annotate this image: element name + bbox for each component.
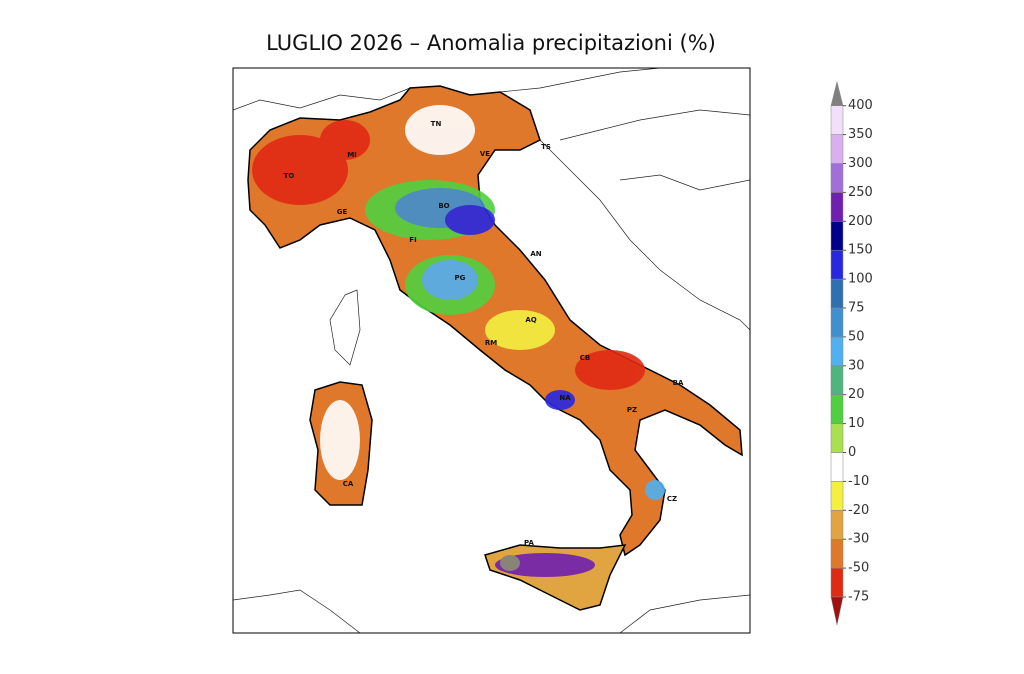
colorbar-box xyxy=(830,538,844,569)
city-label: AQ xyxy=(525,316,536,324)
colorbar-label: 50 xyxy=(848,329,865,344)
colorbar-label: -30 xyxy=(848,532,869,547)
city-label: BO xyxy=(438,202,449,210)
colorbar-label: 30 xyxy=(848,358,865,373)
colorbar-box xyxy=(830,510,844,540)
colorbar-box xyxy=(830,336,844,367)
colorbar-label: 20 xyxy=(848,387,865,402)
colorbar-label: -50 xyxy=(848,561,869,576)
city-label: RM xyxy=(485,339,497,347)
city-label: NA xyxy=(559,394,571,402)
title: LUGLIO 2026 – Anomalia precipitazioni (%… xyxy=(266,31,716,55)
colorbar-box xyxy=(830,192,844,222)
colorbar-label: 0 xyxy=(848,445,856,460)
city-label: AN xyxy=(530,250,541,258)
colorbar-over xyxy=(830,81,844,106)
colorbar-box xyxy=(830,278,844,309)
colorbar-label: 75 xyxy=(848,301,865,316)
city-label: PZ xyxy=(627,406,637,414)
colorbar-label: 10 xyxy=(848,416,865,431)
colorbar-box xyxy=(830,394,844,424)
city-label: VE xyxy=(480,150,490,158)
city-label: MI xyxy=(347,151,357,159)
city-label: TS xyxy=(541,143,551,151)
city-label: CB xyxy=(580,354,590,362)
colorbar-box xyxy=(830,423,844,453)
city-label: PA xyxy=(524,539,534,547)
colorbar-box xyxy=(830,221,844,251)
city-label: BA xyxy=(673,379,684,387)
city-label: CZ xyxy=(667,495,677,503)
colorbar-under xyxy=(830,596,844,626)
colorbar-box xyxy=(830,134,844,164)
colorbar-box xyxy=(830,307,844,338)
city-label: GE xyxy=(337,208,348,216)
colorbar-label: -20 xyxy=(848,503,869,518)
colorbar-box xyxy=(830,452,844,482)
city-label: FI xyxy=(409,236,416,244)
city-label: CA xyxy=(343,480,354,488)
colorbar-box xyxy=(830,567,844,598)
colorbar-label: 350 xyxy=(848,127,873,142)
colorbar-box xyxy=(830,163,844,193)
map-frame xyxy=(232,67,751,634)
colorbar-label: -75 xyxy=(848,590,869,605)
colorbar-box xyxy=(830,105,844,135)
colorbar-label: 400 xyxy=(848,98,873,113)
colorbar: -75 -50 -30 -20 -10 0 10 20 30 50 75 100 150 200 250 30… xyxy=(830,81,873,626)
colorbar-label: 200 xyxy=(848,214,873,229)
anomaly-fields xyxy=(252,105,665,577)
colorbar-label: 150 xyxy=(848,243,873,258)
colorbar-label: -10 xyxy=(848,474,869,489)
borders xyxy=(233,68,750,633)
colorbar-label: 300 xyxy=(848,156,873,171)
colorbar-box xyxy=(830,249,844,280)
city-label: TO xyxy=(284,172,295,180)
colorbar-label: 250 xyxy=(848,185,873,200)
city-label: PG xyxy=(455,274,466,282)
city-label: TN xyxy=(431,120,442,128)
map: TN TS VE MI TO GE BO FI AN PG AQ RM CB BA NA PZ CA CZ PA xyxy=(233,68,750,633)
colorbar-box xyxy=(830,365,844,395)
colorbar-label: 100 xyxy=(848,272,873,287)
colorbar-box xyxy=(830,481,844,511)
